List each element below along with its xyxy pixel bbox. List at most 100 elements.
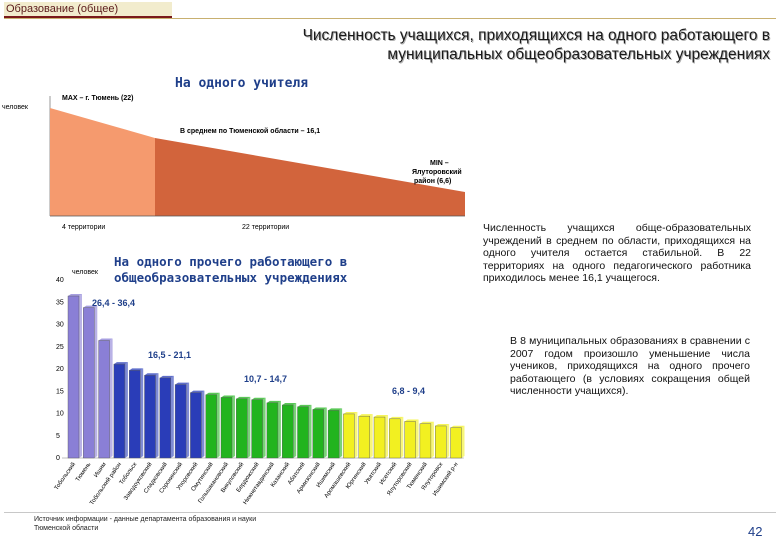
bar-side [308, 404, 312, 458]
bar [236, 398, 248, 459]
teacher-chart: человек MAX – г. Тюмень (22) В среднем п… [2, 95, 465, 231]
bar-top [221, 395, 235, 398]
bar-side [415, 419, 419, 458]
teacher-right-group-label: 22 территории [242, 224, 289, 231]
bar-side [400, 416, 404, 458]
bar [220, 397, 233, 459]
staff-group-labels: 26,4 - 36,4 16,5 - 21,1 10,7 - 14,7 6,8 - 9… [92, 298, 425, 396]
bar-side [277, 400, 281, 458]
bar-top [144, 373, 159, 376]
x-tick-label: Заводоуковский [122, 461, 153, 502]
bar-top [343, 411, 358, 414]
staff-chart-subtitle-line2: общеобразовательных учреждениях [114, 270, 348, 285]
x-tick-label: Аромашевский [323, 461, 353, 499]
y-tick-label: 30 [56, 322, 64, 329]
bar-top [404, 419, 419, 422]
bar-top [435, 423, 450, 426]
bar-side [339, 408, 343, 458]
bar-side [124, 362, 128, 458]
staff-chart-subtitle-line1: На одного прочего работающего в [114, 254, 348, 269]
bar-top [98, 338, 113, 341]
bar [282, 404, 294, 459]
x-tick-label: Ишим [93, 462, 107, 479]
bar [128, 370, 141, 459]
page-number: 42 [748, 524, 763, 539]
source-note: Источник информации - данные департамент… [34, 516, 257, 532]
bar [389, 418, 401, 459]
y-tick-label: 25 [56, 344, 64, 351]
section-tag: Образование (общее) [4, 2, 172, 18]
bar-side [323, 407, 327, 458]
bar-side [232, 395, 235, 458]
bar-top [358, 414, 373, 417]
bar-side [201, 390, 205, 458]
bar-top [312, 407, 327, 410]
footer-divider [4, 512, 776, 513]
bar-side [369, 414, 373, 458]
bar-side [140, 368, 144, 458]
teacher-left-group-label: 4 территории [62, 224, 105, 231]
page-title-line2: муниципальных общеобразовательных учрежд… [387, 46, 770, 63]
bar [358, 415, 370, 459]
group-range-label: 26,4 - 36,4 [92, 298, 135, 308]
teacher-area-above-avg [50, 108, 155, 216]
teacher-min-label-2: Ялуторовский [412, 168, 462, 176]
bar [373, 416, 386, 459]
bar [327, 410, 340, 459]
staff-bars [67, 294, 465, 459]
bar [343, 413, 355, 459]
teacher-avg-label: В среднем по Тюменской области – 16,1 [180, 127, 320, 135]
bar-side [385, 415, 388, 458]
bar [190, 392, 202, 459]
bar-top [175, 382, 190, 385]
x-tick-label: Тобольский [53, 461, 77, 491]
bar-side [430, 421, 434, 458]
y-tick-label: 40 [56, 277, 64, 284]
staff-unit-label: человек [72, 269, 99, 276]
text-paragraph-1: Численность учащихся обще-образовательны… [483, 222, 751, 284]
bar [113, 363, 126, 459]
bar [297, 406, 309, 459]
group-range-label: 10,7 - 14,7 [244, 374, 287, 384]
bar-top [68, 294, 82, 297]
bar [312, 409, 324, 459]
bar-side [109, 338, 113, 458]
header-divider [4, 18, 776, 19]
bar-side [293, 403, 297, 458]
bar [98, 340, 110, 459]
teacher-min-label-1: MIN – [430, 160, 449, 167]
bar-side [94, 305, 98, 458]
group-range-label: 6,8 - 9,4 [392, 386, 425, 396]
text-paragraph-2: В 8 муниципальных образованиях в сравнен… [510, 335, 750, 397]
bar-side [170, 375, 174, 458]
bar-side [354, 411, 358, 458]
bar [251, 399, 263, 459]
bar-top [419, 421, 434, 424]
bar [419, 423, 432, 459]
bar-side [155, 373, 159, 458]
bar-side [186, 382, 190, 458]
y-tick-label: 10 [56, 411, 64, 418]
staff-bar-chart: человек 0 5 10 15 20 25 30 35 40 ТобольскийТюмен… [53, 269, 465, 507]
bar-top [113, 362, 128, 365]
bar-side [461, 425, 465, 458]
bar [435, 425, 447, 459]
bar [266, 402, 279, 459]
bar-top [251, 397, 266, 400]
bar-top [328, 408, 343, 411]
staff-chart-subtitle: На одного прочего работающего в общеобра… [114, 254, 434, 286]
y-tick-label: 0 [56, 455, 60, 462]
bar-top [450, 425, 465, 428]
bar [174, 384, 187, 459]
bar [450, 427, 462, 459]
bar-top [282, 403, 297, 406]
y-tick-label: 15 [56, 388, 64, 395]
bar-top [190, 390, 205, 393]
bar-side [216, 392, 220, 458]
teacher-min-label-3: район (6,6) [414, 177, 451, 185]
x-tick-label: Тюмень [75, 462, 92, 483]
bar [83, 307, 95, 459]
page-title-line1: Численность учащихся, приходящихся на од… [302, 27, 770, 44]
bar-top [374, 415, 388, 418]
